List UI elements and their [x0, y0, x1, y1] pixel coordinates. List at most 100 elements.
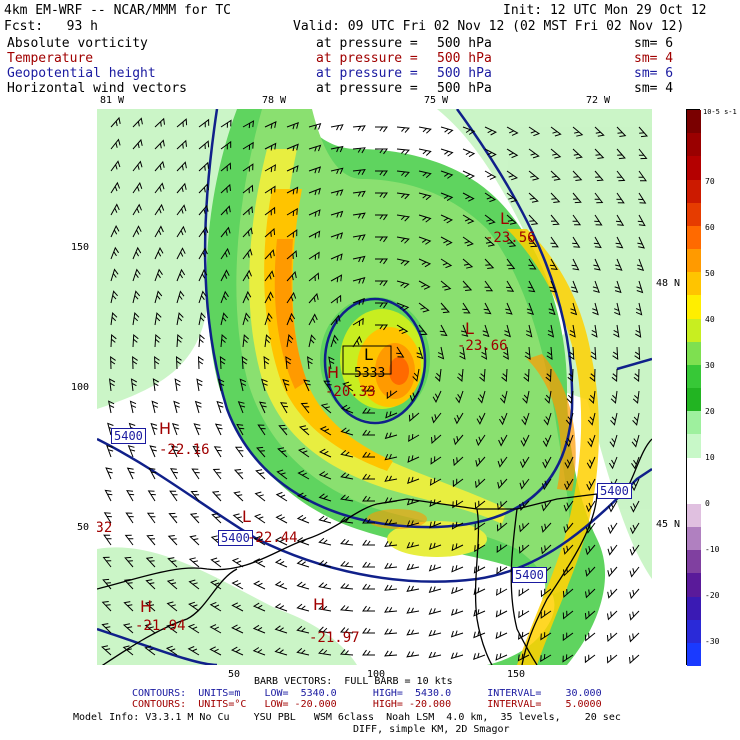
wind-barb — [274, 647, 288, 656]
wind-barb — [187, 623, 200, 634]
wind-barb — [176, 290, 185, 304]
wind-barb — [440, 170, 454, 179]
wind-barb — [154, 139, 165, 150]
wind-barb — [298, 425, 310, 436]
wind-barb — [188, 579, 200, 590]
wind-barb — [629, 522, 640, 535]
wind-barb — [635, 302, 643, 316]
temperature-contour-info: CONTOURS: UNITS=°C LOW= -20.000 HIGH= -2… — [132, 699, 602, 710]
wind-barb — [563, 566, 574, 577]
wind-barb — [629, 588, 640, 600]
wind-barb — [562, 654, 574, 663]
pressure-center: H — [327, 363, 340, 382]
wind-barb — [375, 236, 388, 243]
wind-barb — [231, 646, 244, 656]
wind-barb — [110, 138, 121, 150]
wind-barb — [384, 606, 398, 613]
wind-barb — [340, 516, 354, 524]
wind-barb — [418, 170, 432, 178]
wind-barb — [274, 558, 288, 568]
colorbar-cell — [687, 202, 701, 227]
wind-barb — [528, 148, 540, 159]
wind-barb — [132, 138, 143, 150]
wind-barb — [572, 236, 581, 248]
wind-barb — [318, 448, 332, 458]
wind-barb — [362, 407, 375, 414]
wind-barb — [637, 236, 645, 249]
wind-barb — [496, 522, 508, 532]
wind-barb — [275, 491, 288, 502]
wind-barb — [629, 610, 640, 621]
wind-barb — [123, 579, 134, 590]
wind-barb — [476, 412, 486, 425]
wind-barb — [220, 312, 229, 326]
wind-barb — [440, 214, 453, 224]
map-panel: L -23.56 L -23.66 L 5333 H -20.33 H -22.… — [97, 109, 652, 665]
wind-barb — [519, 478, 530, 490]
wind-barb — [418, 148, 432, 156]
wind-barb — [362, 539, 375, 546]
wind-barb — [129, 400, 137, 414]
wind-barb — [151, 400, 158, 414]
wind-barb — [146, 512, 156, 524]
wind-barb — [257, 424, 266, 436]
wind-barb — [506, 148, 519, 159]
height-label: 5400 — [512, 567, 547, 583]
wind-barb — [306, 356, 314, 370]
wind-barb — [216, 400, 224, 414]
y-tick-label: 50 — [77, 522, 90, 533]
wind-barb — [296, 492, 310, 502]
temperature-label: -23.56 — [485, 230, 536, 246]
wind-barb — [254, 491, 266, 502]
wind-barb — [633, 368, 640, 383]
wind-barb — [330, 274, 343, 283]
wind-barb — [242, 227, 253, 238]
wind-barb — [614, 302, 621, 316]
wind-barb — [252, 647, 266, 656]
wind-barb — [457, 368, 464, 383]
wind-barb — [234, 446, 244, 458]
wind-barb — [541, 478, 552, 491]
colorbar-label: 60 — [705, 223, 715, 232]
wind-barb — [616, 192, 625, 204]
wind-barb — [330, 253, 343, 261]
wind-barb — [190, 490, 200, 502]
wind-barb — [564, 478, 574, 491]
height-label: 5400 — [597, 483, 632, 499]
wind-barb — [330, 210, 344, 218]
wind-barb — [132, 290, 141, 304]
wind-barb — [318, 604, 332, 612]
wind-barb — [264, 142, 277, 151]
wind-barb — [318, 537, 332, 546]
wind-barb — [495, 609, 508, 618]
wind-barb — [562, 610, 574, 620]
wind-barb — [406, 629, 420, 636]
wind-barb — [233, 491, 244, 502]
wind-barb — [237, 401, 246, 414]
wind-barb — [593, 258, 601, 271]
wind-barb — [103, 512, 112, 524]
wind-barb — [132, 182, 143, 194]
colorbar-label: 70 — [705, 177, 715, 186]
wind-barb — [110, 224, 120, 238]
wind-barb — [198, 140, 210, 150]
wind-barb — [462, 302, 471, 314]
wind-barb — [452, 478, 464, 488]
wind-barb — [198, 268, 208, 282]
wind-barb — [144, 601, 156, 612]
wind-barb — [154, 268, 163, 282]
wind-barb — [145, 557, 156, 568]
wind-barb — [318, 648, 332, 656]
wind-barb — [526, 302, 535, 315]
wind-barb — [548, 302, 556, 316]
wind-barb — [638, 126, 649, 138]
colorbar-cell — [687, 503, 701, 528]
wind-barb — [594, 148, 605, 159]
wind-barb — [264, 334, 272, 348]
wind-barb — [384, 540, 398, 548]
wind-barb — [154, 182, 165, 194]
wind-barb — [256, 446, 266, 458]
wind-barb — [396, 214, 410, 222]
wind-barb — [340, 427, 354, 436]
wind-barb — [242, 205, 253, 216]
